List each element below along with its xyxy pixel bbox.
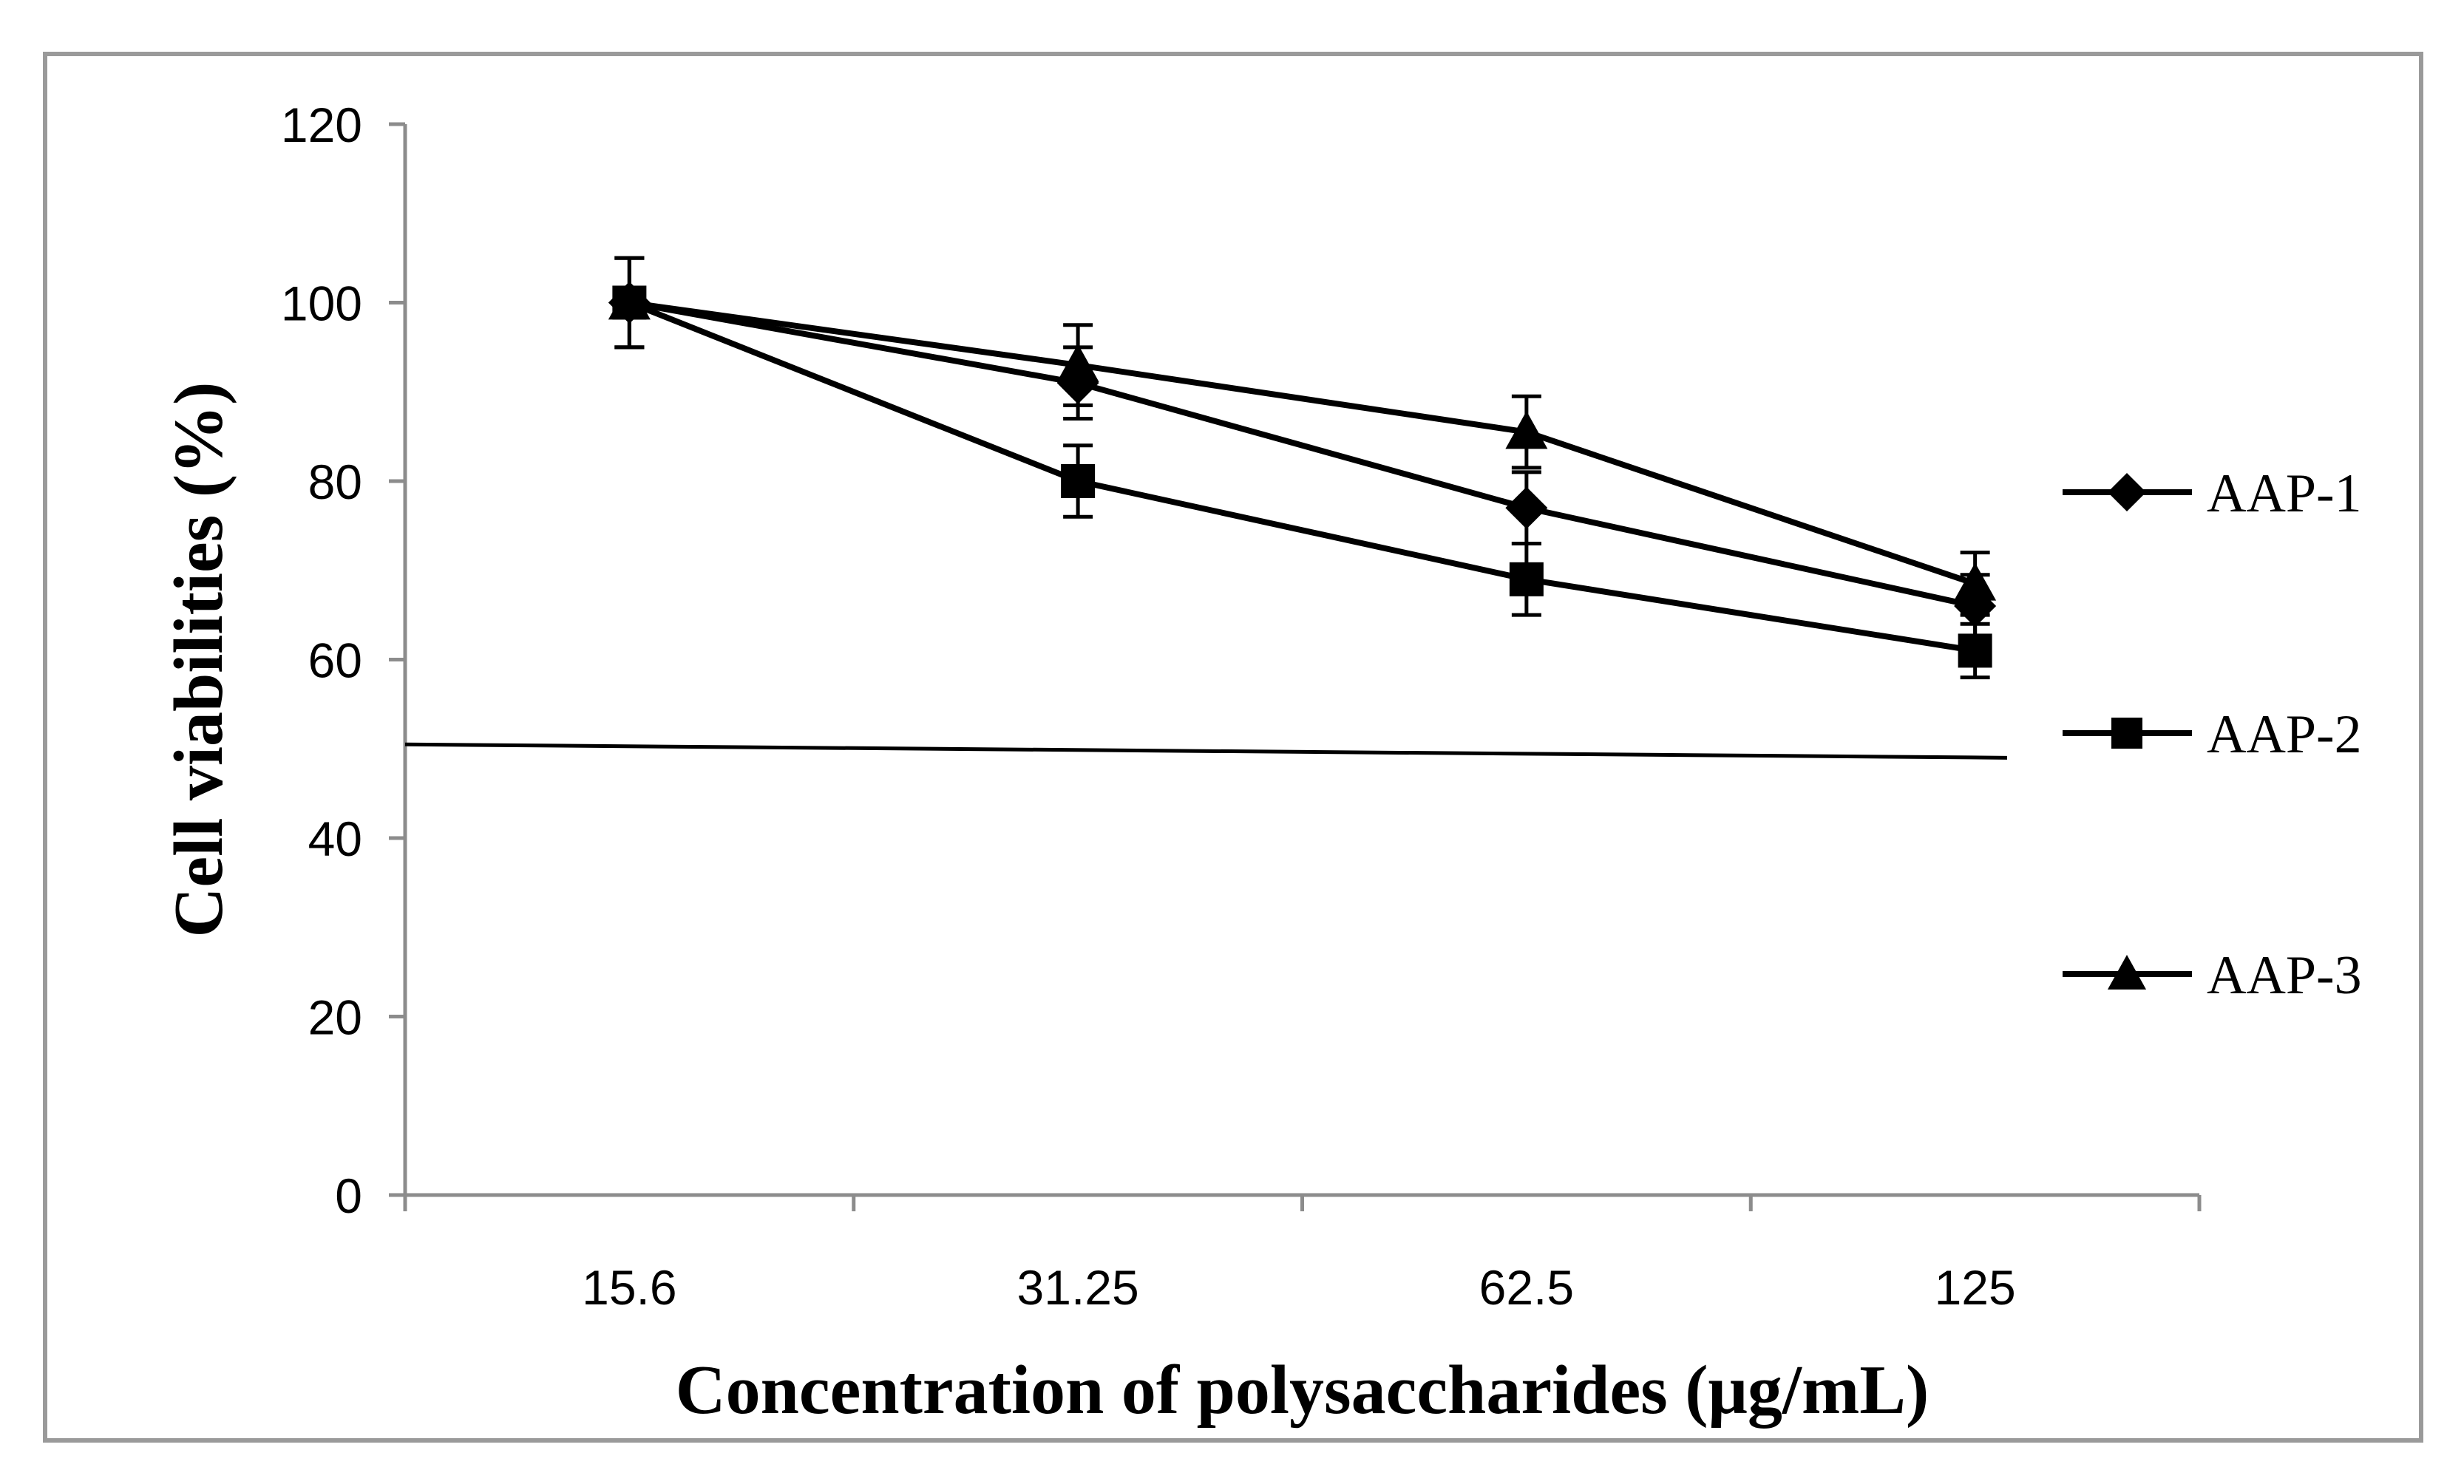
y-tick-label: 100 (281, 276, 362, 331)
legend-marker-aap-2 (2111, 718, 2142, 749)
legend-marker-aap-3 (2107, 954, 2147, 990)
x-axis-title: Concentration of polysaccharides (μg/mL) (676, 1352, 1930, 1429)
y-tick-label: 60 (308, 633, 362, 688)
x-tick-label: 125 (1935, 1260, 2016, 1315)
data-point-aap-2 (1509, 562, 1544, 596)
data-point-aap-3 (1505, 411, 1548, 449)
legend-label-aap-2: AAP-2 (2207, 704, 2362, 765)
y-tick-label: 0 (335, 1168, 362, 1223)
legend-label-aap-1: AAP-1 (2207, 463, 2362, 524)
series-line-aap-1 (628, 299, 1976, 609)
x-tick-label: 15.6 (582, 1260, 676, 1315)
chart-frame (43, 52, 2423, 1443)
data-point-aap-1 (1505, 486, 1548, 529)
x-tick-label: 31.25 (1017, 1260, 1139, 1315)
data-point-aap-2 (1958, 633, 1992, 668)
series-line-aap-2 (628, 299, 1976, 654)
y-tick-label: 40 (308, 811, 362, 866)
y-tick-label: 120 (281, 98, 362, 152)
data-point-aap-3 (1056, 344, 1099, 382)
data-point-aap-3 (1954, 562, 1997, 601)
data-point-aap-2 (1061, 464, 1096, 498)
x-tick-label: 62.5 (1479, 1260, 1574, 1315)
data-point-aap-3 (608, 281, 651, 320)
legend-label-aap-3: AAP-3 (2207, 945, 2362, 1006)
y-axis-title: Cell viabilities (%) (160, 382, 237, 938)
series-line-aap-3 (628, 299, 1976, 587)
y-tick-label: 80 (308, 455, 362, 509)
y-tick-label: 20 (308, 990, 362, 1045)
legend-marker-aap-1 (2107, 472, 2147, 512)
reference-line-50-percent (404, 742, 2008, 760)
